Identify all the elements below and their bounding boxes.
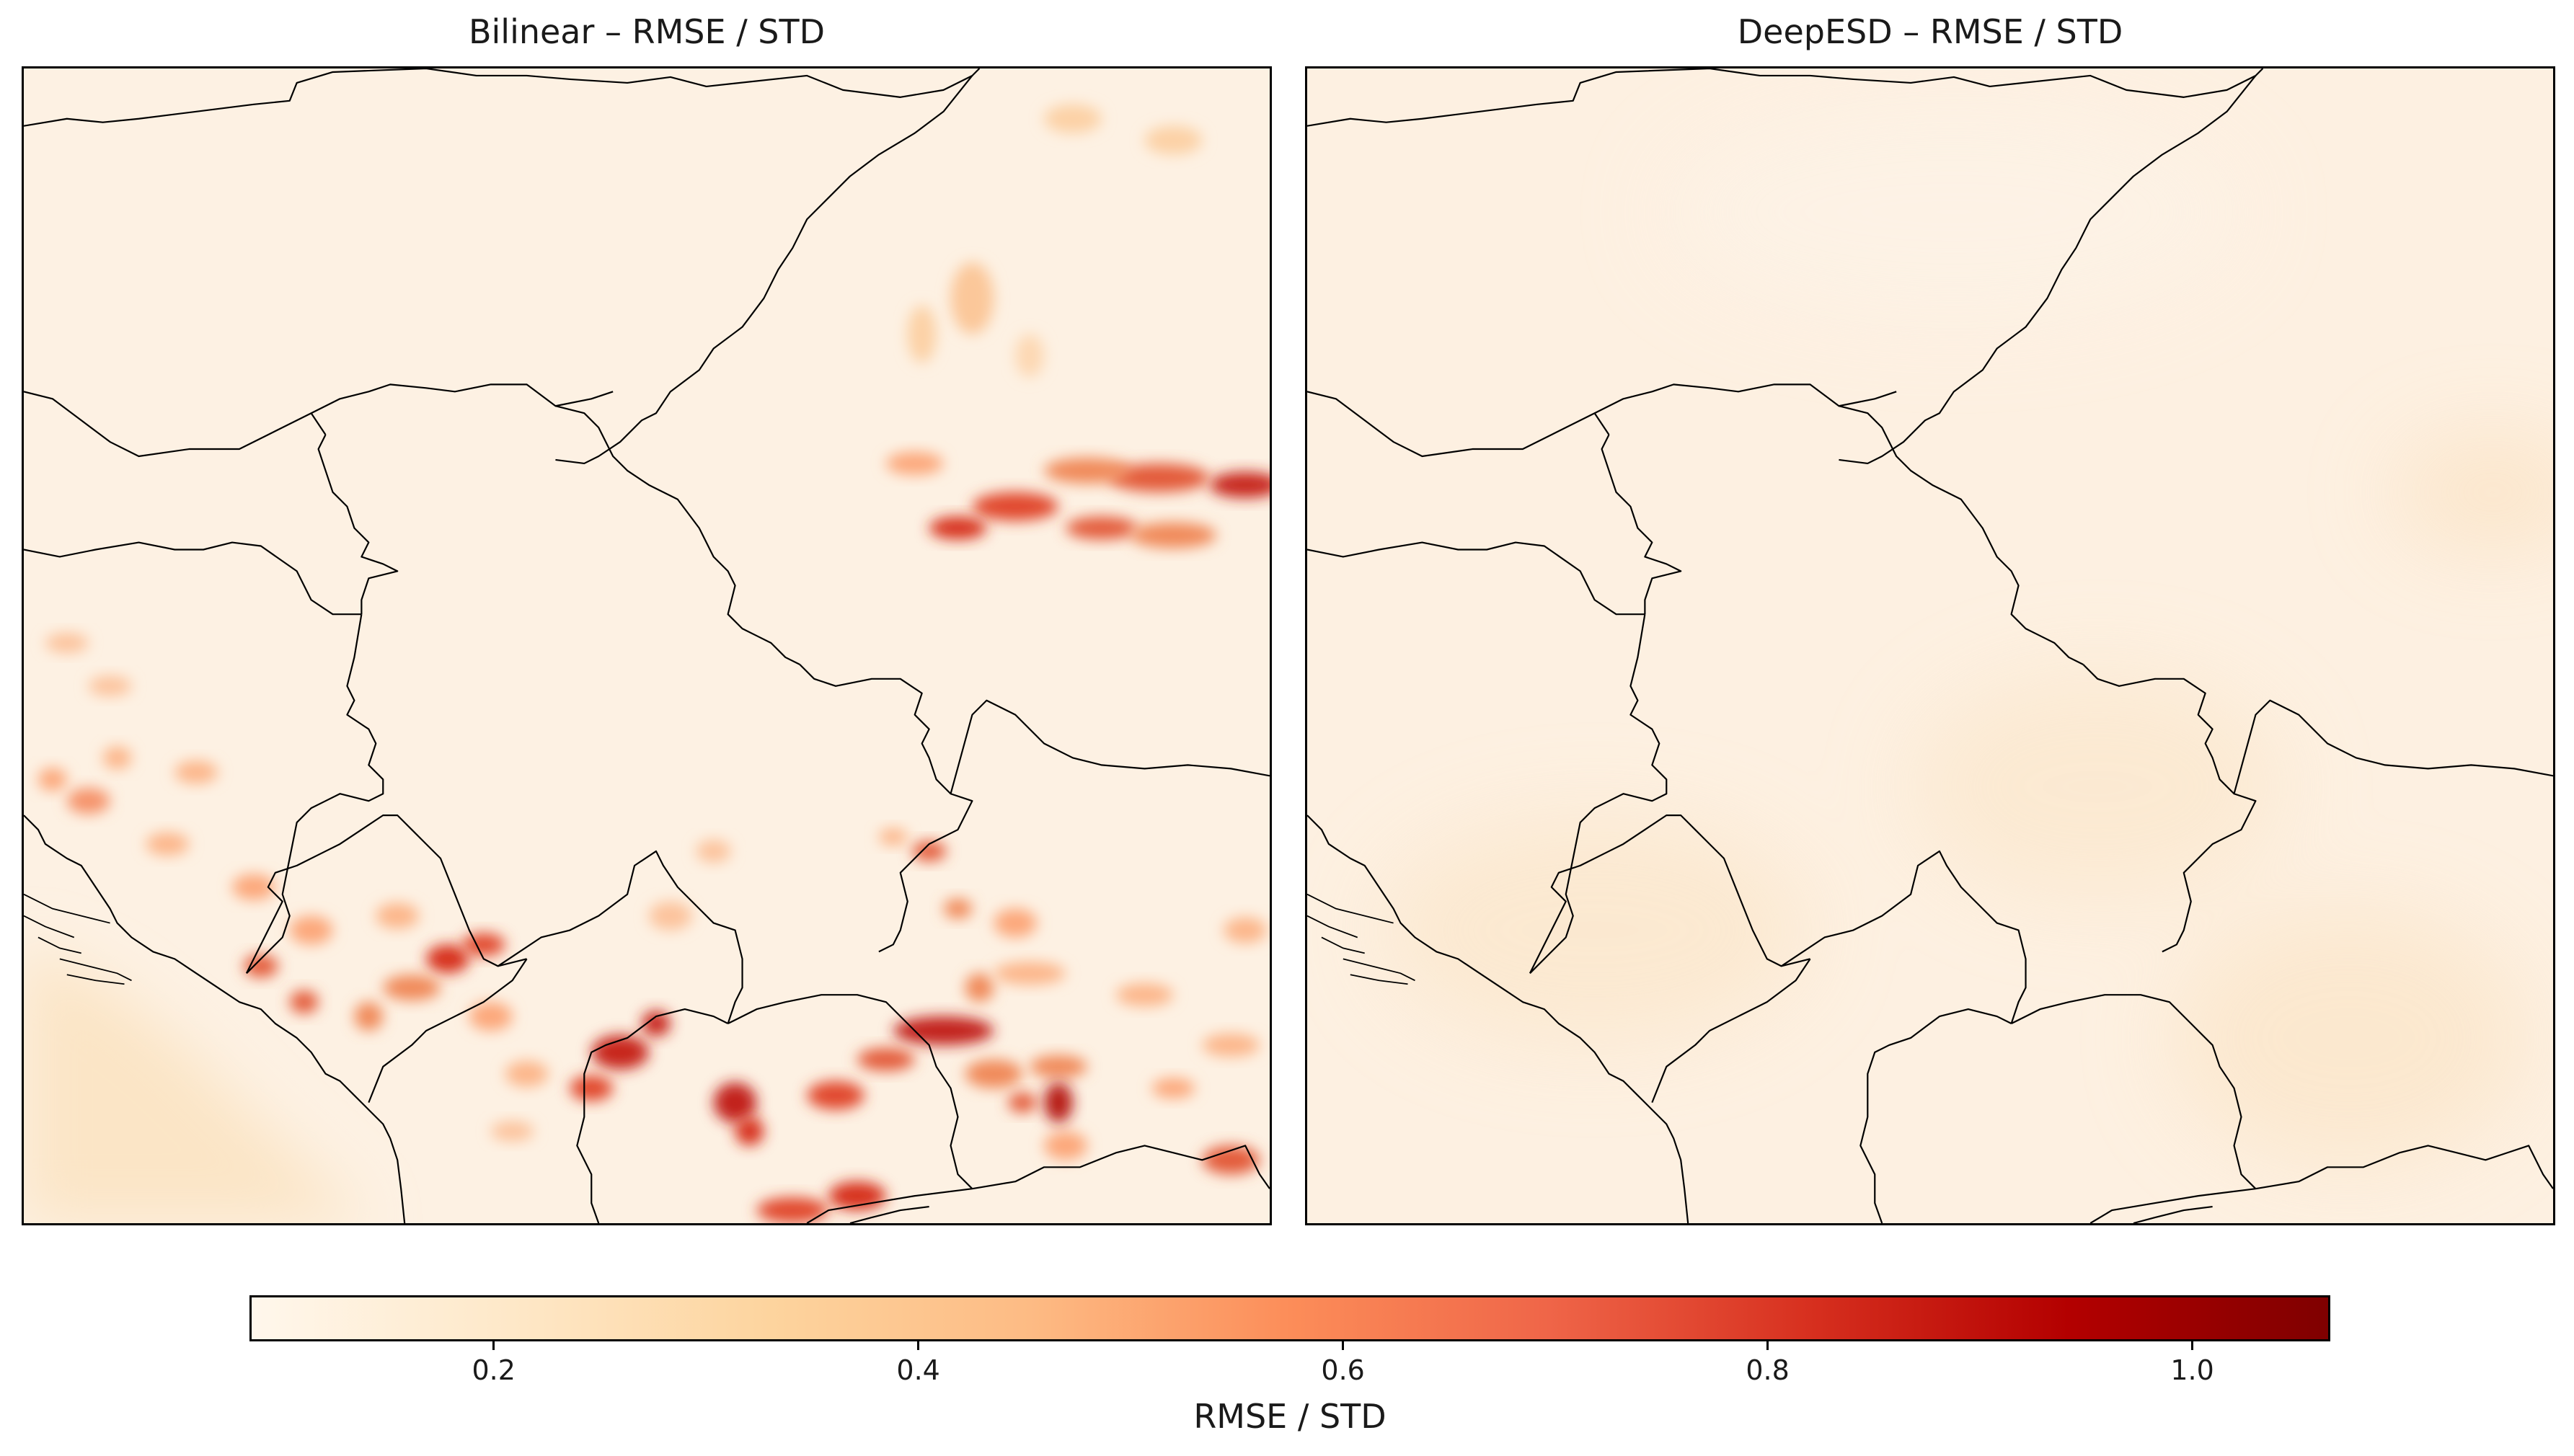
field-hotspot bbox=[491, 1122, 534, 1142]
field-hotspot bbox=[965, 973, 994, 1002]
field-hotspot bbox=[994, 909, 1037, 938]
field-hotspot bbox=[426, 944, 469, 973]
field-hotspot bbox=[951, 262, 994, 334]
colorbar-tick bbox=[1766, 1341, 1769, 1350]
field-hotspot bbox=[462, 933, 505, 956]
field-hotspot bbox=[67, 788, 110, 814]
panel-title-deepesd: DeepESD – RMSE / STD bbox=[1305, 10, 2555, 53]
field-hotspot bbox=[1202, 1034, 1260, 1057]
field-hotspot bbox=[103, 746, 132, 769]
field-hotspot bbox=[290, 990, 319, 1013]
field-hotspot bbox=[354, 1002, 383, 1031]
colorbar-tick-label: 0.8 bbox=[1710, 1352, 1826, 1388]
colorbar-tick bbox=[2191, 1341, 2193, 1350]
field-hotspot bbox=[735, 1117, 764, 1146]
colorbar bbox=[249, 1295, 2330, 1341]
field-hotspot bbox=[290, 916, 333, 945]
field-hotspot bbox=[886, 452, 944, 475]
field-hotspot bbox=[649, 902, 692, 931]
field-hotspot bbox=[1044, 1083, 1073, 1123]
field-hotspot bbox=[1116, 983, 1174, 1006]
colorbar-tick-label: 0.2 bbox=[436, 1352, 552, 1388]
field-hotspot bbox=[1224, 918, 1267, 944]
field-hotspot bbox=[1008, 1093, 1037, 1113]
field-hotspot bbox=[1066, 517, 1138, 540]
panel-title-bilinear: Bilinear – RMSE / STD bbox=[22, 10, 1272, 53]
deepesd-map-svg bbox=[1307, 68, 2553, 1223]
field-hotspot bbox=[1015, 334, 1044, 378]
field-hotspot bbox=[857, 1048, 915, 1071]
map-panel-bilinear bbox=[22, 66, 1272, 1225]
colorbar-tick-label: 0.4 bbox=[861, 1352, 976, 1388]
bilinear-map-svg bbox=[24, 68, 1270, 1223]
field-hotspot bbox=[383, 975, 441, 1000]
field-hotspot bbox=[908, 306, 937, 363]
field-hotspot bbox=[89, 676, 132, 696]
field-patch bbox=[2170, 909, 2529, 1168]
field-hotspot bbox=[45, 633, 89, 653]
field-hotspot bbox=[807, 1081, 864, 1110]
field-hotspot bbox=[893, 1016, 994, 1045]
field-hotspot bbox=[1030, 1055, 1087, 1078]
colorbar-tick-label: 0.6 bbox=[1286, 1352, 1401, 1388]
field-hotspot bbox=[1044, 1131, 1087, 1160]
field-hotspot bbox=[1152, 1078, 1195, 1098]
field-hotspot bbox=[879, 828, 908, 845]
field-hotspot bbox=[696, 840, 731, 863]
field-hotspot bbox=[1044, 105, 1102, 133]
field-hotspot bbox=[38, 768, 67, 791]
colorbar-tick bbox=[917, 1341, 919, 1350]
field-hotspot bbox=[1131, 523, 1217, 549]
colorbar-tick bbox=[1342, 1341, 1344, 1350]
field-hotspot bbox=[376, 903, 419, 929]
field-hotspot bbox=[944, 899, 973, 919]
colorbar-tick-label: 1.0 bbox=[2135, 1352, 2250, 1388]
field-hotspot bbox=[994, 962, 1066, 985]
field-hotspot bbox=[174, 760, 218, 784]
field-hotspot bbox=[756, 1197, 828, 1223]
colorbar-label: RMSE / STD bbox=[1001, 1395, 1578, 1438]
field-hotspot bbox=[1145, 126, 1203, 155]
field-hotspot bbox=[972, 492, 1058, 521]
field-hotspot bbox=[965, 1060, 1022, 1088]
field-patch bbox=[1666, 105, 2241, 320]
field-hotspot bbox=[570, 1075, 613, 1101]
field-hotspot bbox=[1044, 458, 1131, 484]
colorbar-tick bbox=[492, 1341, 495, 1350]
field-hotspot bbox=[146, 833, 189, 856]
field-hotspot bbox=[714, 1083, 757, 1123]
field-hotspot bbox=[505, 1061, 549, 1087]
field-patch bbox=[1379, 815, 1810, 1045]
field-patch bbox=[1911, 672, 2284, 902]
field-hotspot bbox=[929, 517, 987, 540]
map-panel-deepesd bbox=[1305, 66, 2555, 1225]
